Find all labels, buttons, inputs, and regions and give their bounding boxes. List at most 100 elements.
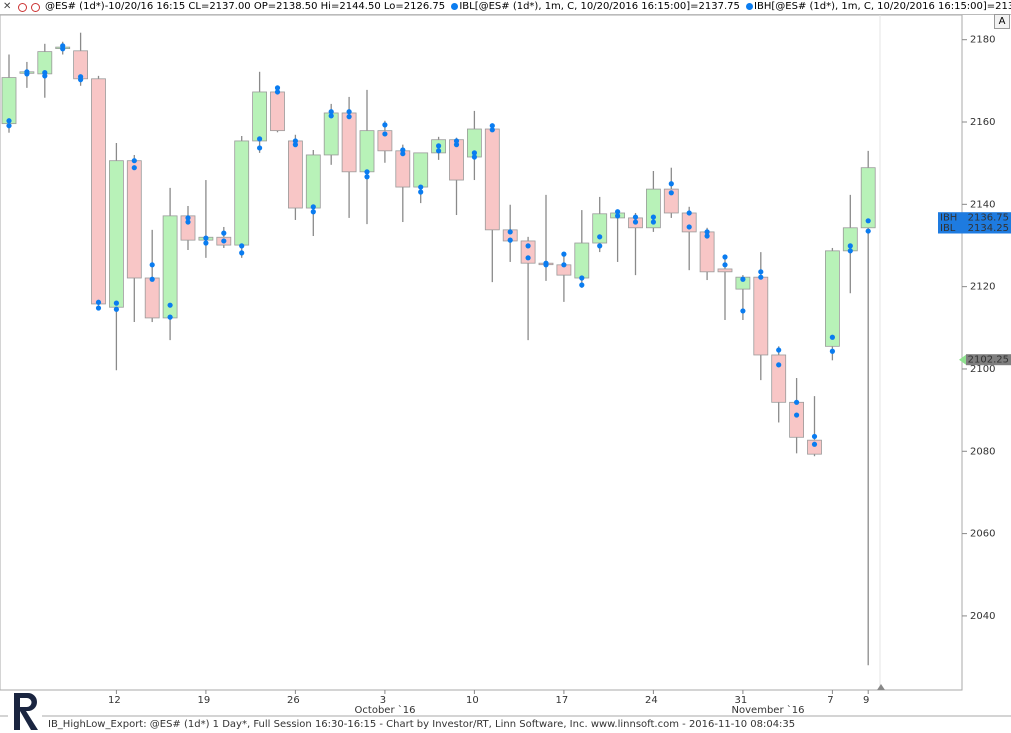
ibh-dot [203,235,209,241]
ibl-dot [274,89,281,95]
header-bar: ✕ @ES# (1d*)-10/20/16 16:15 CL=2137.00 O… [0,0,1011,15]
ibl-dot [704,233,710,239]
ibl-dot [6,123,12,129]
ibh-dot [257,136,263,142]
ibh-dot [740,276,746,282]
ibl-dot [131,165,137,171]
candle-body [663,188,679,214]
x-tick-label: 10 [466,695,479,706]
ibh-dot [686,210,692,216]
candle-body [646,188,661,229]
ibl-dot [632,219,639,225]
ibh-dot [328,109,334,115]
candle-body [753,276,769,356]
current-bar-marker [877,684,885,690]
plot-area [0,14,963,691]
ibh-dot [722,254,728,260]
x-tick-label: 19 [198,695,211,706]
ibl-dot [686,224,692,230]
ibh-dot [113,300,119,306]
ibl-dot [507,237,513,243]
ibh-dot [650,214,657,220]
ibh-dot [507,229,513,235]
ibl-dot [346,114,352,120]
price-label-value: 2134.25 [968,223,1009,234]
ibl-dot [722,262,728,268]
ibl-dot [42,73,48,79]
candle-body [252,91,268,142]
status-icon[interactable] [30,3,40,12]
ibh-dot [632,214,639,220]
candle-body [359,130,375,173]
ibh-dot [471,150,477,156]
ibh-dot [561,251,567,257]
price-label-value: 2102.25 [968,355,1009,366]
status-icon[interactable] [17,3,27,12]
ibh-dot [400,147,406,153]
y-tick-label: 2080 [970,446,995,457]
candle-body [592,213,608,244]
ibh-dot [829,334,836,340]
ibh-dot [346,109,352,115]
ibl-dot [185,219,191,225]
header-ibh: IBH[@ES# (1d*), 1m, C, 10/20/2016 16:15:… [754,1,1011,12]
candle-body [520,240,536,264]
ibl-dot [615,213,621,219]
ibh-dot [239,243,245,249]
legend-dot [746,3,754,10]
candle-body [287,140,303,209]
candle-body [126,160,142,279]
close-icon[interactable]: ✕ [3,1,12,12]
footer-text: IB_HighLow_Export: @ES# (1d*) 1 Day*, Fu… [48,719,796,730]
ibh-dot [185,215,191,221]
ibl-dot [400,151,406,157]
candle-body [109,160,124,308]
ibh-dot [579,275,585,281]
ibl-dot [579,282,585,288]
ibl-dot [167,314,173,320]
candle-body [305,154,321,209]
ibh-dot [453,138,460,144]
candle-body [234,140,250,246]
ibh-dot [364,169,370,175]
ibh-dot [221,230,227,236]
ibh-dot [615,209,621,215]
candle-body [323,112,339,156]
ibl-dot [668,190,674,196]
price-label-box [938,222,1011,234]
price-label-value: 2136.75 [968,213,1009,224]
ibh-dot [489,123,495,129]
candle-body [144,277,160,319]
ibh-dot [436,143,442,149]
legend-dot [451,3,459,10]
ibl-dot [257,145,263,151]
ibl-dot [650,219,657,225]
ibl-dot [561,262,567,268]
x-tick-label: 12 [108,695,121,706]
x-tick-label: 24 [645,695,658,706]
price-label-box [938,212,1011,224]
candle-body [771,354,787,403]
ibl-dot [776,362,782,368]
y-tick-label: 2100 [970,364,995,375]
ibh-dot [865,218,871,224]
ibl-dot [525,255,531,261]
ibl-dot [758,274,764,280]
autoscale-button[interactable]: A [994,14,1010,29]
y-tick-label: 2120 [970,282,995,293]
ibh-dot [274,85,281,91]
x-tick-label: 9 [863,695,869,706]
price-marker [959,354,966,365]
ibh-dot [758,269,764,275]
ibh-dot [292,138,298,144]
ibl-dot [453,142,460,148]
ibl-dot [829,348,836,354]
logo [8,692,42,730]
ibl-dot [847,248,853,254]
x-tick-label: 26 [287,695,300,706]
x-tick-label: 3 [380,695,386,706]
candle-body [377,130,393,152]
ibh-dot [418,184,424,190]
y-tick-label: 2180 [970,35,995,46]
